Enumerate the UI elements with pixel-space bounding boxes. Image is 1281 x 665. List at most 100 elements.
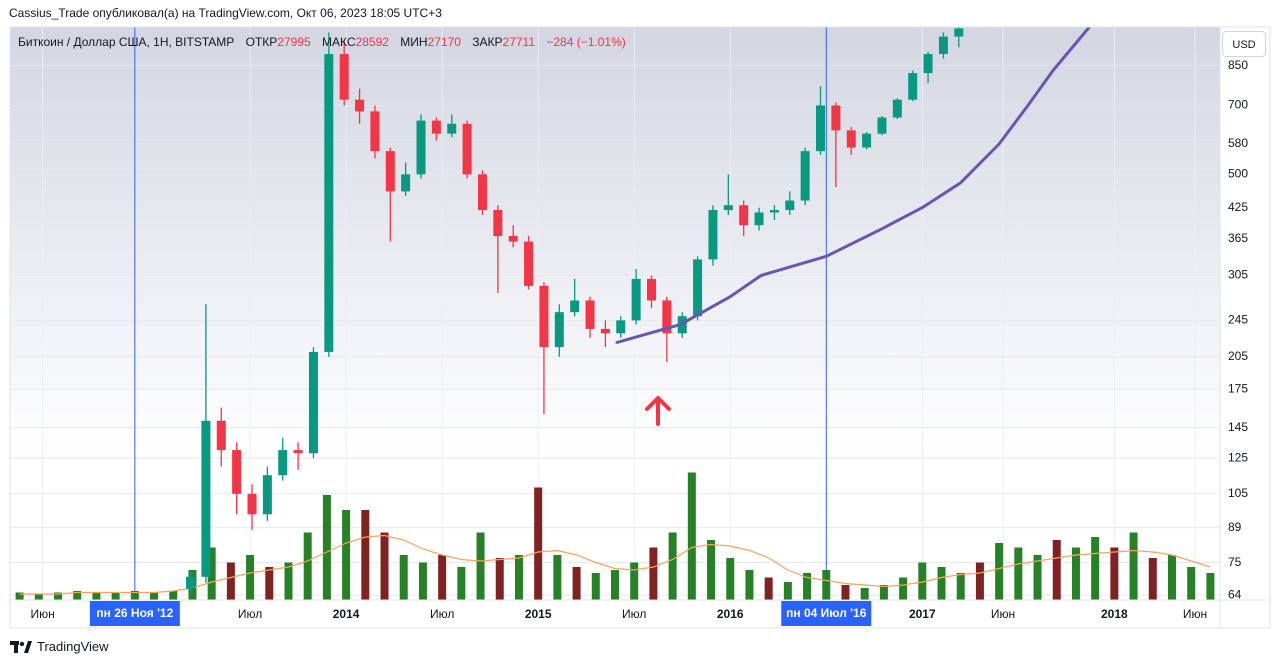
volume-bar bbox=[303, 532, 312, 600]
volume-bar bbox=[1148, 558, 1157, 600]
x-tick-label: Июн bbox=[991, 607, 1015, 621]
volume-bar bbox=[937, 567, 946, 600]
y-tick-label: 305 bbox=[1228, 268, 1248, 282]
candle-body bbox=[477, 174, 487, 211]
y-tick-label: 89 bbox=[1228, 520, 1242, 534]
x-tick-highlight bbox=[89, 601, 180, 626]
candle-body bbox=[201, 420, 211, 577]
volume-bar bbox=[457, 567, 466, 600]
candle-body bbox=[493, 210, 503, 236]
overlay-line bbox=[615, 27, 1091, 344]
volume-bar bbox=[130, 591, 139, 600]
candle-body bbox=[385, 151, 395, 192]
volume-bar bbox=[514, 555, 523, 600]
x-tick-label: Июл bbox=[622, 607, 646, 621]
candle-body bbox=[846, 130, 856, 148]
legend: Биткоин / Доллар США, 1Н, BITSTAMP ОТКР2… bbox=[18, 35, 634, 49]
grid bbox=[10, 27, 1220, 600]
candle-body bbox=[938, 36, 948, 55]
volume-bar bbox=[169, 591, 178, 600]
volume-bar bbox=[841, 585, 850, 600]
volume-bar bbox=[1206, 573, 1215, 600]
volume-bar bbox=[1167, 555, 1176, 600]
y-tick-label: 700 bbox=[1228, 98, 1248, 112]
volume-bar bbox=[1187, 567, 1196, 600]
y-tick-label: 365 bbox=[1228, 231, 1248, 245]
volume-bar bbox=[380, 532, 389, 600]
high-value: 28592 bbox=[355, 35, 389, 49]
volume-ma-line bbox=[19, 534, 1211, 595]
volume-bar bbox=[1129, 532, 1138, 600]
volume-bar bbox=[534, 487, 543, 600]
candle-body bbox=[232, 450, 242, 494]
x-tick-label: 2016 bbox=[717, 607, 744, 621]
volume-bar bbox=[265, 567, 274, 600]
volume-bar bbox=[707, 540, 716, 600]
open-value: 27995 bbox=[277, 35, 311, 49]
candle-body bbox=[693, 259, 703, 317]
publish-info: Cassius_Trade опубликовал(а) на TradingV… bbox=[9, 6, 442, 20]
volume-bar bbox=[399, 555, 408, 600]
candle-body bbox=[800, 151, 810, 201]
x-tick-label: Июл bbox=[238, 607, 262, 621]
volume-bar bbox=[879, 585, 888, 600]
candle-body bbox=[308, 351, 318, 454]
arrow-annotation bbox=[645, 396, 671, 426]
y-tick-label: 175 bbox=[1228, 381, 1248, 395]
candle-body bbox=[554, 312, 564, 348]
candle-body bbox=[401, 174, 411, 192]
candle-body bbox=[462, 123, 472, 175]
volume-bar bbox=[668, 532, 677, 600]
y-tick-label: 500 bbox=[1228, 167, 1248, 181]
candle-body bbox=[570, 300, 580, 313]
volume-bar bbox=[1052, 540, 1061, 600]
volume-bar bbox=[611, 570, 619, 600]
x-tick-label: Июн bbox=[31, 607, 55, 621]
volume-bar bbox=[956, 573, 965, 600]
volume-bar bbox=[1091, 537, 1100, 600]
candle-body bbox=[600, 328, 610, 334]
volume-bar bbox=[361, 510, 370, 600]
x-tick-label: 2018 bbox=[1101, 607, 1128, 621]
volume-bar bbox=[687, 472, 696, 600]
x-tick-label: пн 04 Июл '16 bbox=[786, 606, 867, 620]
volume-bar bbox=[207, 547, 216, 600]
close-label: ЗАКР bbox=[472, 35, 503, 49]
volume-bar bbox=[572, 567, 581, 600]
y-tick-label: 125 bbox=[1228, 450, 1248, 464]
x-tick-highlight bbox=[781, 601, 872, 626]
currency-button[interactable]: USD bbox=[1222, 31, 1266, 57]
y-tick-label: 580 bbox=[1228, 136, 1248, 150]
candle-body bbox=[216, 420, 226, 451]
brand-logo bbox=[10, 640, 32, 653]
candle-body bbox=[262, 475, 272, 515]
y-tick-label: 145 bbox=[1228, 420, 1248, 434]
x-tick-label: 2015 bbox=[525, 607, 552, 621]
volume-bar bbox=[822, 570, 831, 600]
volume-bar bbox=[1033, 555, 1042, 600]
volume-bar bbox=[1071, 547, 1080, 600]
volume-bar bbox=[803, 573, 812, 600]
volume-bar bbox=[783, 582, 792, 600]
volume-bar bbox=[553, 555, 562, 600]
low-value: 27170 bbox=[427, 35, 461, 49]
volume-bar bbox=[111, 592, 120, 600]
volume-bar bbox=[92, 592, 101, 600]
open-label: ОТКР bbox=[245, 35, 278, 49]
y-tick-label: 850 bbox=[1228, 58, 1248, 72]
volume-bar bbox=[995, 543, 1004, 600]
volume-bar bbox=[764, 577, 773, 600]
candle-body bbox=[278, 450, 288, 476]
volume-bar bbox=[226, 562, 235, 600]
candle-body bbox=[723, 205, 733, 211]
x-tick-label: 2017 bbox=[909, 607, 936, 621]
volume-bar bbox=[418, 562, 427, 600]
volume-bar bbox=[73, 591, 82, 600]
volume-bar bbox=[1110, 547, 1119, 600]
y-tick-label: 205 bbox=[1228, 349, 1248, 363]
volume-bar bbox=[438, 555, 447, 600]
pane-border bbox=[9, 26, 1271, 629]
pane-background bbox=[10, 27, 1220, 600]
candle-body bbox=[646, 278, 656, 301]
